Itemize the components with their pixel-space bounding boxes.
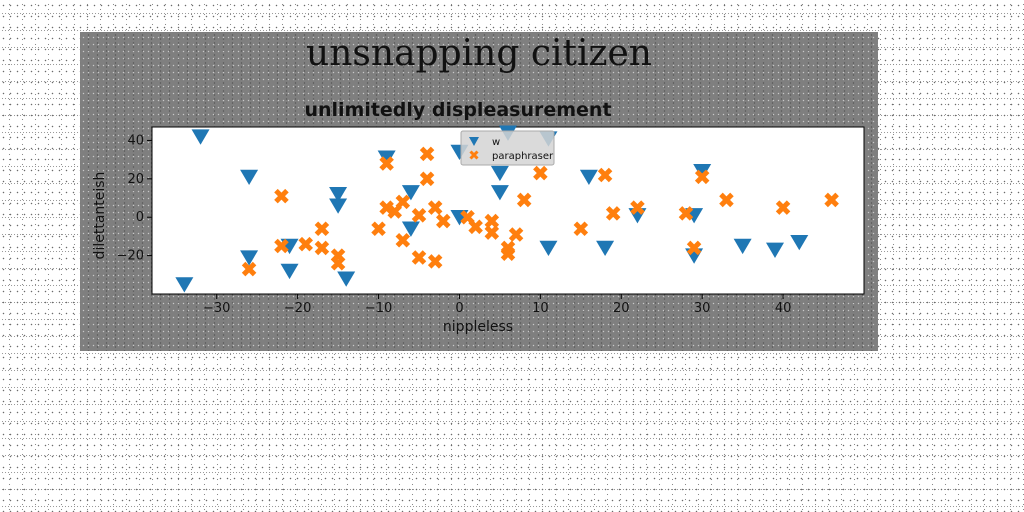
y-tick-label: 20 bbox=[127, 172, 144, 187]
y-tick-label: 0 bbox=[136, 210, 144, 225]
data-point-w bbox=[240, 169, 259, 186]
x-tick-label: 20 bbox=[613, 301, 630, 316]
data-point-w bbox=[490, 165, 509, 182]
data-point-paraphraser bbox=[686, 240, 702, 256]
chart-legend: w paraphraser bbox=[460, 130, 555, 166]
data-point-paraphraser bbox=[274, 238, 289, 254]
y-axis-label: dilettanteish bbox=[92, 172, 108, 260]
legend-marker-w bbox=[469, 137, 479, 146]
data-point-w bbox=[401, 185, 420, 201]
data-point-paraphraser bbox=[597, 167, 613, 183]
data-point-paraphraser bbox=[436, 213, 451, 229]
data-point-paraphraser bbox=[274, 188, 289, 204]
data-point-paraphraser bbox=[484, 213, 500, 229]
data-point-paraphraser bbox=[427, 200, 443, 215]
data-point-w bbox=[329, 186, 348, 203]
data-point-paraphraser bbox=[678, 206, 694, 221]
data-point-paraphraser bbox=[484, 225, 500, 240]
data-point-w bbox=[337, 271, 356, 287]
data-point-w bbox=[280, 263, 299, 280]
data-point-w bbox=[539, 240, 558, 257]
series-paraphraser-points bbox=[241, 146, 839, 277]
data-point-w bbox=[490, 185, 509, 201]
legend-box bbox=[460, 130, 555, 166]
x-tick-label: −30 bbox=[203, 301, 230, 316]
data-point-paraphraser bbox=[605, 206, 621, 221]
x-tick-label: −20 bbox=[284, 301, 311, 316]
legend-marker-paraphraser bbox=[469, 150, 479, 160]
data-point-paraphraser bbox=[241, 261, 257, 277]
x-tick-label: 40 bbox=[775, 301, 792, 316]
data-point-w bbox=[693, 163, 712, 180]
data-point-paraphraser bbox=[298, 236, 313, 252]
figure-suptitle: unsnapping citizen bbox=[306, 33, 652, 74]
data-point-paraphraser bbox=[824, 192, 839, 208]
data-points bbox=[175, 125, 839, 293]
data-point-paraphraser bbox=[468, 219, 483, 235]
axis-ticks: −30 −20 −10 0 10 20 30 40 −20 0 20 40 bbox=[117, 133, 792, 316]
data-point-paraphraser bbox=[419, 171, 435, 187]
data-point-paraphraser bbox=[411, 208, 427, 223]
data-point-paraphraser bbox=[379, 156, 394, 171]
data-point-w bbox=[175, 277, 194, 293]
data-point-paraphraser bbox=[411, 250, 427, 265]
legend-label-paraphraser: paraphraser bbox=[492, 151, 554, 162]
data-point-paraphraser bbox=[379, 200, 394, 215]
data-point-paraphraser bbox=[500, 246, 516, 261]
legend-entries: w paraphraser bbox=[469, 137, 554, 162]
data-point-w bbox=[401, 221, 420, 237]
data-point-paraphraser bbox=[371, 221, 386, 237]
data-point-w bbox=[733, 238, 752, 255]
x-axis-label: nippleless bbox=[443, 319, 513, 335]
data-point-paraphraser bbox=[330, 256, 346, 271]
data-point-w bbox=[377, 150, 396, 166]
y-tick-label: 40 bbox=[127, 133, 144, 148]
data-point-paraphraser bbox=[573, 221, 589, 237]
data-point-paraphraser bbox=[775, 200, 791, 215]
x-tick-label: 30 bbox=[694, 301, 711, 316]
data-point-paraphraser bbox=[395, 232, 411, 248]
data-point-paraphraser bbox=[419, 146, 435, 162]
data-point-paraphraser bbox=[427, 254, 443, 269]
data-point-w bbox=[579, 169, 598, 186]
data-point-paraphraser bbox=[719, 192, 734, 208]
data-point-paraphraser bbox=[694, 169, 710, 185]
y-tick-label: −20 bbox=[117, 249, 144, 264]
chart-title: unlimitedly displeasurement bbox=[304, 99, 611, 121]
x-tick-label: 0 bbox=[455, 301, 463, 316]
data-point-w bbox=[191, 129, 210, 145]
figure-canvas: unsnapping citizen unlimitedly displeasu… bbox=[80, 32, 878, 351]
data-point-paraphraser bbox=[630, 200, 645, 215]
legend-label-w: w bbox=[492, 137, 500, 148]
data-point-w bbox=[240, 250, 259, 266]
data-point-paraphraser bbox=[395, 194, 411, 210]
data-point-paraphraser bbox=[508, 227, 524, 242]
data-point-w bbox=[766, 242, 784, 258]
data-point-w bbox=[596, 240, 615, 257]
scatter-chart: unlimitedly displeasurement −30 −20 −10 0 10… bbox=[92, 99, 865, 335]
data-point-w bbox=[790, 234, 809, 251]
data-point-paraphraser bbox=[314, 221, 330, 237]
x-tick-label: 10 bbox=[532, 301, 549, 316]
data-point-paraphraser bbox=[314, 240, 330, 256]
data-point-paraphraser bbox=[516, 192, 532, 208]
x-tick-label: −10 bbox=[365, 301, 392, 316]
data-point-paraphraser bbox=[533, 165, 548, 181]
data-point-w bbox=[329, 198, 348, 214]
